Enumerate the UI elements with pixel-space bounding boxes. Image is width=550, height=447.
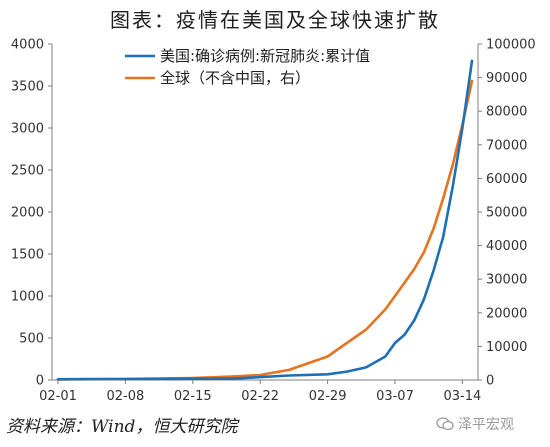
y-left-tick-label: 500 <box>19 332 44 347</box>
x-tick-label: 03-14 <box>443 389 481 404</box>
y-right-tick-label: 100000 <box>486 38 536 53</box>
y-right-tick-label: 80000 <box>486 105 527 120</box>
y-left-tick-label: 2000 <box>11 206 44 221</box>
x-tick-label: 03-07 <box>376 389 414 404</box>
y-left-tick-label: 2500 <box>11 164 44 179</box>
y-right-tick-label: 90000 <box>486 71 527 86</box>
y-left-tick-label: 3000 <box>11 122 44 137</box>
x-tick-label: 02-15 <box>174 389 212 404</box>
y-right-tick-label: 70000 <box>486 138 527 153</box>
chart-axes: 0500100015002000250030003500400001000020… <box>11 38 536 405</box>
legend-label: 全球（不含中国，右） <box>160 69 310 87</box>
y-right-tick-label: 60000 <box>486 172 527 187</box>
x-tick-label: 02-22 <box>241 389 279 404</box>
y-left-tick-label: 0 <box>36 374 44 389</box>
series-line-global-ex-china <box>56 79 474 381</box>
chart-title: 图表：疫情在美国及全球快速扩散 <box>110 8 440 32</box>
series-line-us-confirmed <box>56 59 474 381</box>
y-left-tick-label: 1500 <box>11 248 44 263</box>
y-left-tick-label: 3500 <box>11 80 44 95</box>
y-left-tick-label: 4000 <box>11 38 44 53</box>
series-layer <box>56 59 474 381</box>
y-right-tick-label: 20000 <box>486 306 527 321</box>
y-right-tick-label: 50000 <box>486 206 527 221</box>
y-right-tick-label: 0 <box>486 374 494 389</box>
watermark: 泽平宏观 <box>436 414 514 434</box>
wechat-icon <box>436 417 454 431</box>
x-tick-label: 02-29 <box>309 389 347 404</box>
y-left-tick-label: 1000 <box>11 290 44 305</box>
source-note: 资料来源：Wind，恒大研究院 <box>6 417 238 437</box>
x-tick-label: 02-08 <box>107 389 145 404</box>
y-right-tick-label: 40000 <box>486 239 527 254</box>
y-right-tick-label: 10000 <box>486 340 527 355</box>
y-right-tick-label: 30000 <box>486 273 527 288</box>
watermark-text: 泽平宏观 <box>458 417 514 433</box>
legend-label: 美国:确诊病例:新冠肺炎:累计值 <box>160 47 370 65</box>
x-tick-label: 02-01 <box>39 389 77 404</box>
